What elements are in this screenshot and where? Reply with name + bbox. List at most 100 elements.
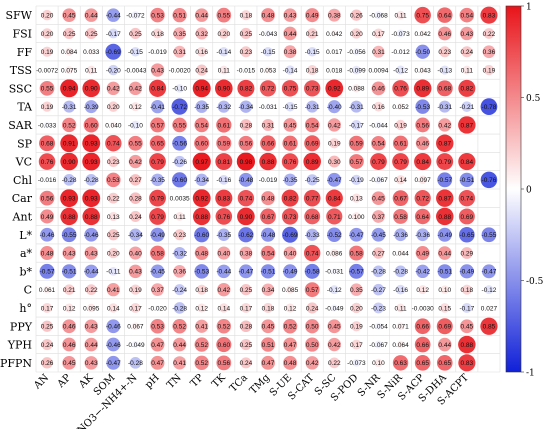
cell-circle: [261, 319, 275, 334]
colorbar-gradient: [505, 5, 522, 373]
cell-value: 0.90: [85, 86, 98, 93]
colorbar-tick-label: 0.5: [526, 94, 541, 104]
cell-value: 0.17: [240, 305, 253, 312]
cell-circle: [261, 118, 275, 131]
cell-value: -0.47: [106, 360, 121, 367]
cell-value: 0.10: [438, 287, 451, 294]
cell-circle: [420, 305, 426, 311]
cell-value: 0.52: [217, 324, 230, 331]
cell-value: 0.38: [240, 250, 253, 257]
cell-value: -0.44: [84, 269, 99, 276]
cell-value: 0.30: [328, 159, 341, 166]
cell-circle: [462, 65, 472, 75]
cell-value: -0.073: [391, 31, 410, 38]
cell-value: 0.085: [282, 287, 299, 294]
cell-value: 0.48: [284, 360, 297, 367]
cell-circle: [414, 318, 431, 335]
cell-circle: [216, 117, 232, 133]
cell-value: -0.46: [106, 342, 121, 349]
cell-circle: [264, 29, 272, 37]
cell-value: 0.43: [284, 12, 297, 19]
cell-value: 0.79: [151, 195, 164, 202]
cell-circle: [371, 135, 386, 151]
cell-value: 0.36: [173, 269, 186, 276]
cell-circle: [458, 335, 476, 354]
cell-circle: [237, 79, 255, 97]
cell-circle: [329, 138, 340, 149]
cell-value: -0.62: [238, 232, 253, 239]
cell-value: 0.033: [83, 49, 100, 56]
cell-circle: [40, 227, 54, 242]
cell-value: 0.53: [151, 12, 164, 19]
cell-circle: [396, 29, 405, 38]
cell-circle: [194, 135, 210, 151]
cell-value: 0.18: [240, 12, 253, 19]
cell-circle: [283, 173, 297, 187]
cell-circle: [173, 356, 187, 370]
heatmap-cells: 0.20 0.45 0.44 -0.44 -0.072 0.53 0.51 0.44 0.55 0…: [36, 6, 498, 372]
cell-circle: [240, 284, 252, 296]
cell-value: 0.59: [350, 141, 363, 148]
cell-circle: [84, 246, 98, 260]
cell-value: 0.94: [63, 86, 76, 93]
cell-value: 0.88: [438, 214, 451, 221]
cell-circle: [215, 189, 233, 207]
cell-value: 0.45: [372, 195, 385, 202]
cell-circle: [240, 119, 252, 131]
cell-value: 0.57: [151, 122, 164, 129]
cell-value: 0.83: [217, 195, 230, 202]
cell-value: 0.19: [328, 141, 341, 148]
cell-circle: [415, 44, 430, 59]
row-label: SSC: [9, 82, 32, 95]
cell-circle: [44, 67, 50, 73]
cell-circle: [327, 118, 341, 132]
cell-circle: [374, 121, 382, 129]
cell-circle: [437, 172, 453, 188]
cell-value: 0.52: [63, 122, 76, 129]
cell-circle: [414, 6, 431, 24]
cell-circle: [174, 284, 186, 296]
cell-circle: [216, 319, 232, 334]
cell-circle: [283, 26, 297, 41]
cell-value: 0.46: [63, 342, 76, 349]
cell-circle: [149, 208, 166, 225]
cell-circle: [394, 265, 407, 278]
cell-value: 0.72: [416, 195, 429, 202]
cell-circle: [282, 319, 298, 334]
cell-circle: [331, 48, 338, 55]
cell-value: -0.39: [84, 104, 99, 111]
cell-value: -0.60: [194, 232, 209, 239]
cell-value: 0.94: [195, 86, 208, 93]
cell-circle: [60, 134, 79, 153]
cell-value: 0.38: [284, 49, 297, 56]
cell-value: -0.20: [106, 67, 121, 74]
cell-circle: [305, 356, 319, 370]
cell-circle: [173, 246, 186, 260]
cell-value: 0.48: [262, 12, 275, 19]
cell-value: 0.65: [416, 360, 429, 367]
cell-circle: [458, 208, 475, 225]
cell-value: 0.12: [195, 305, 208, 312]
cell-value: 0.58: [151, 250, 164, 257]
cell-value: 0.45: [461, 324, 474, 331]
cell-circle: [173, 45, 186, 58]
cell-value: 0.25: [240, 287, 253, 294]
cell-circle: [108, 28, 119, 39]
cell-value: 0.11: [461, 67, 474, 74]
cell-value: -0.41: [150, 104, 165, 111]
cell-circle: [331, 268, 338, 275]
cell-value: 0.60: [195, 141, 208, 148]
cell-circle: [82, 152, 101, 171]
cell-value: 0.14: [394, 177, 407, 184]
cell-value: 0.64: [416, 214, 429, 221]
cell-value: 0.58: [350, 250, 363, 257]
cell-circle: [192, 152, 211, 171]
cell-value: -0.0020: [169, 67, 191, 74]
cell-value: 0.47: [151, 342, 164, 349]
cell-circle: [437, 264, 452, 279]
cell-circle: [150, 100, 165, 114]
cell-value: 0.42: [328, 342, 341, 349]
cell-circle: [395, 284, 406, 295]
cell-value: 0.40: [284, 250, 297, 257]
cell-circle: [351, 193, 361, 203]
